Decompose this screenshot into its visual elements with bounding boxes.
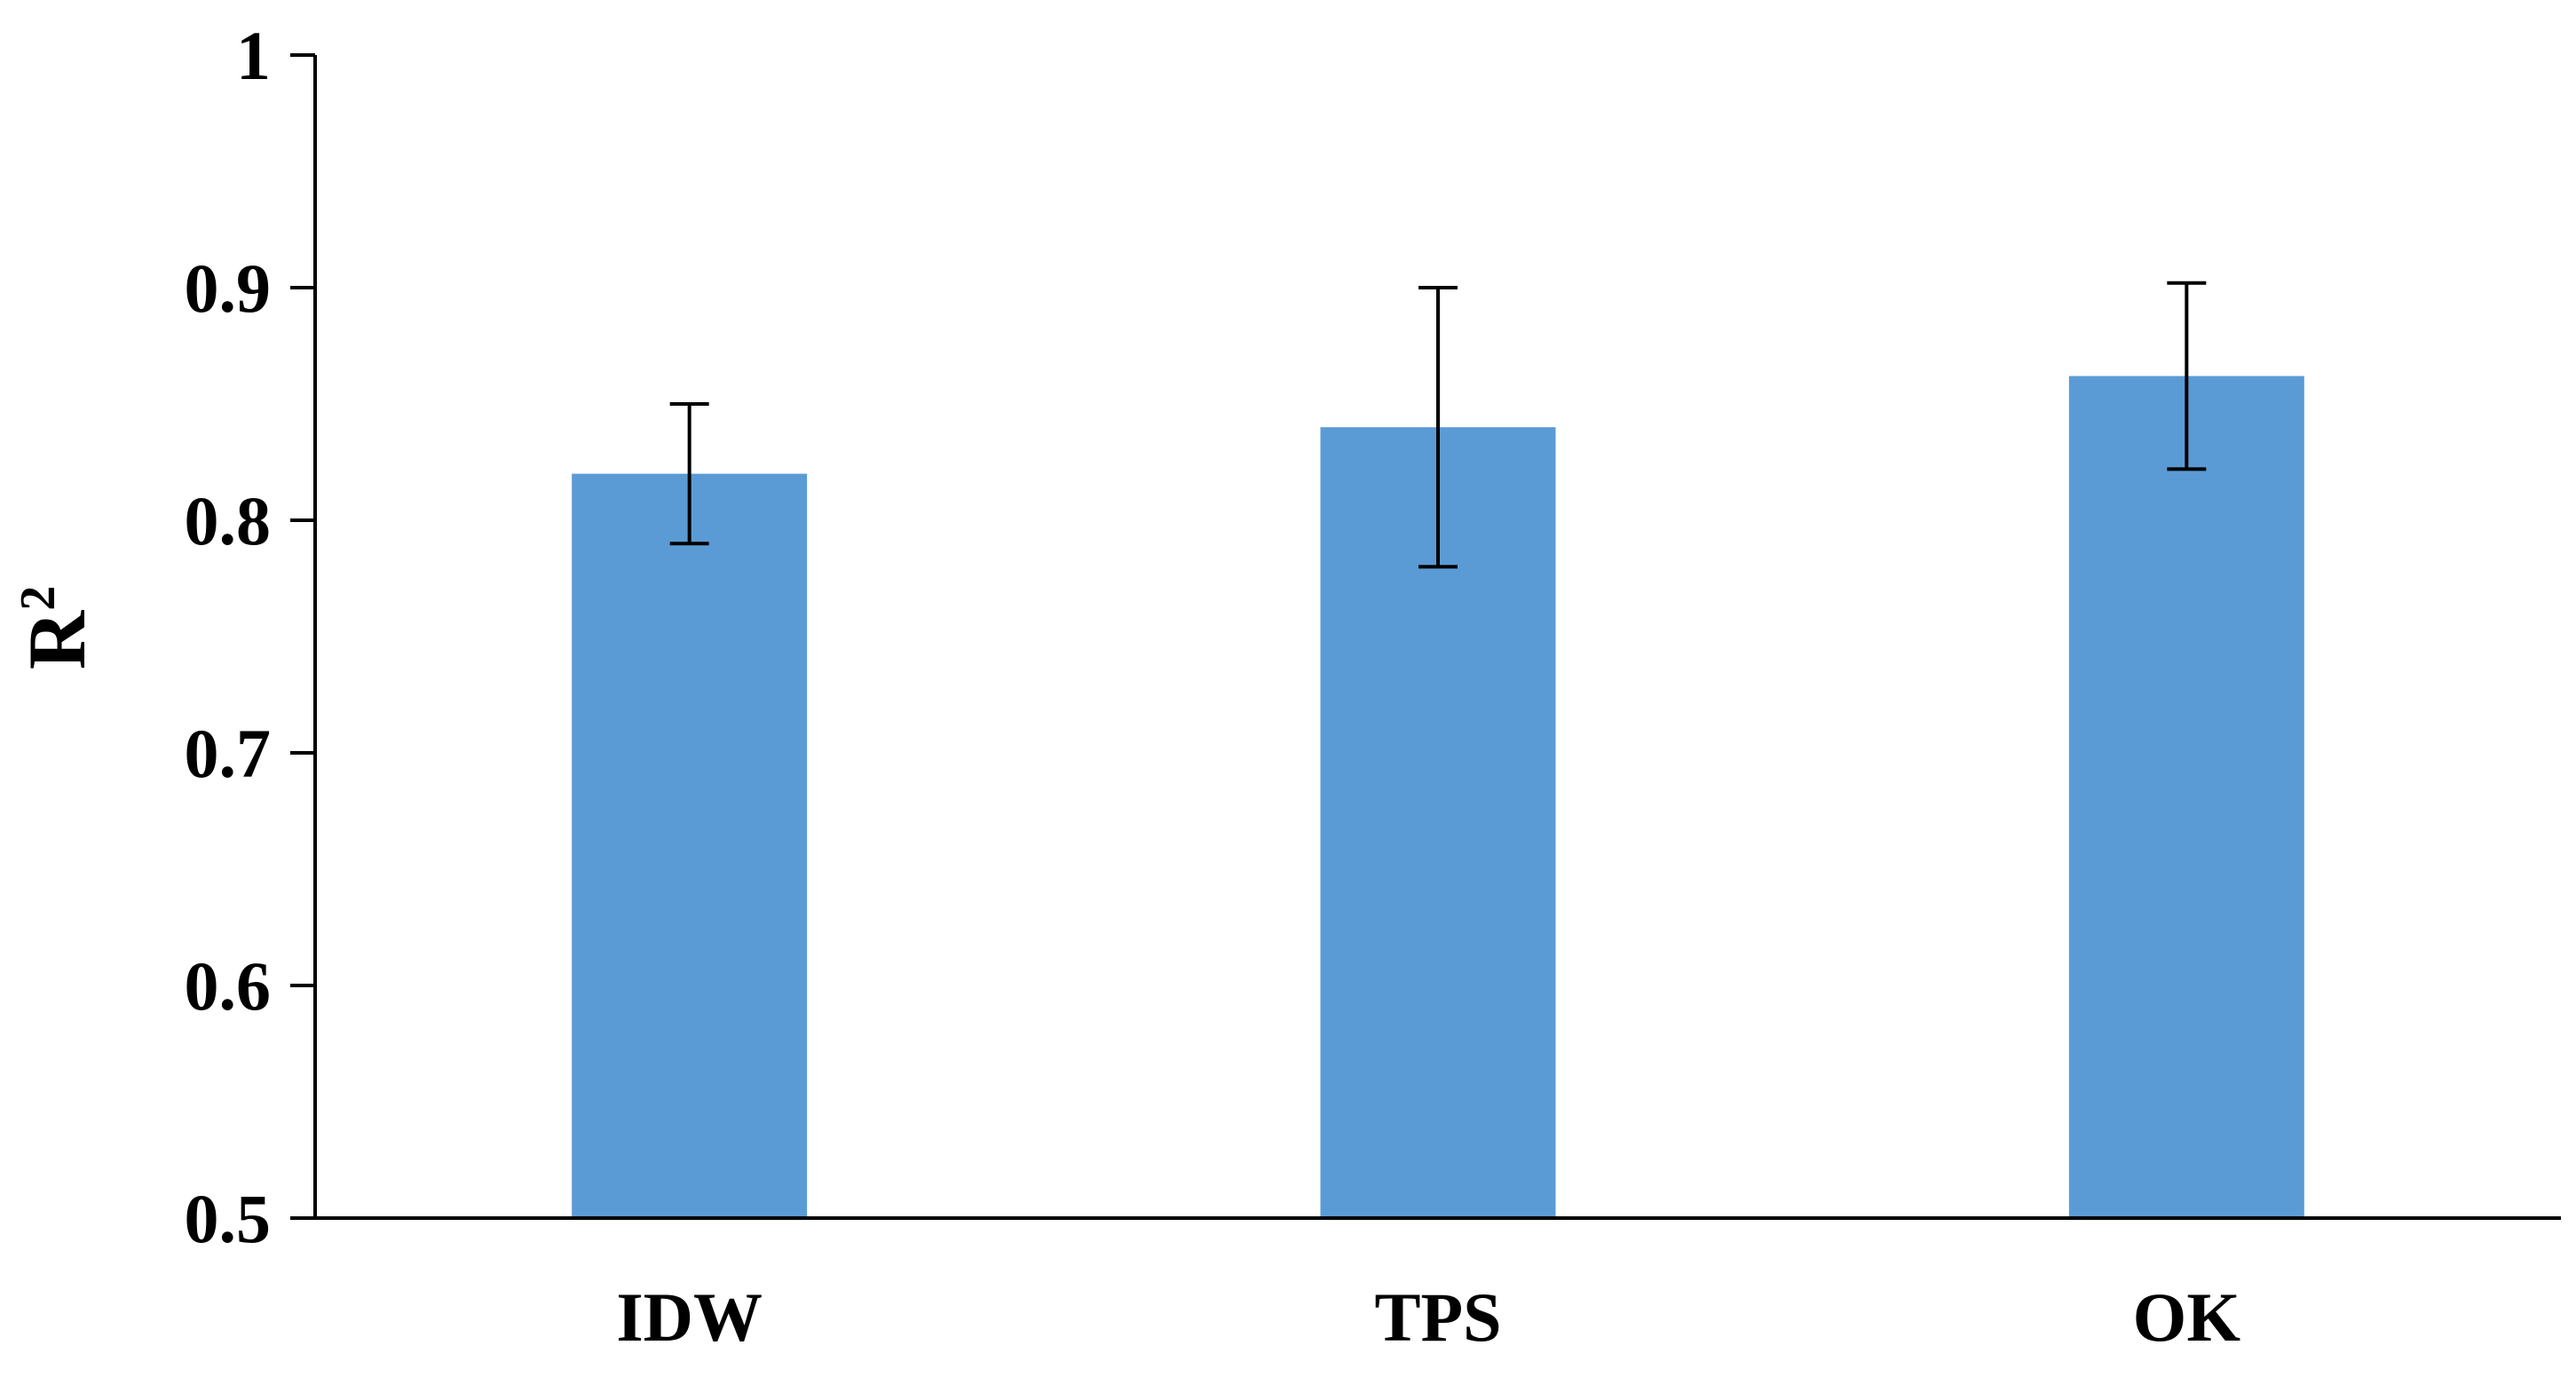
y-tick-label: 0.7 [185, 715, 272, 792]
labels-layer: 0.5 0.6 0.7 0.8 0.9 1 IDW TPS OK [185, 17, 2241, 1356]
error-bar-idw [669, 402, 709, 546]
y-axis-title-base: R [12, 609, 102, 669]
y-tick-label: 0.6 [185, 947, 272, 1025]
axes-layer [290, 53, 2561, 1220]
bar-ok [2068, 376, 2304, 1218]
bars-layer [572, 376, 2304, 1218]
x-tick-label-ok: OK [2133, 1278, 2241, 1356]
error-bar-tps [1418, 286, 1458, 569]
error-bar-ok [2167, 281, 2207, 471]
y-tick-label: 0.5 [185, 1180, 272, 1257]
bar-idw [572, 473, 808, 1218]
x-tick-label-tps: TPS [1374, 1278, 1501, 1356]
y-tick-label: 0.9 [185, 249, 272, 327]
y-axis-title-superscript: 2 [11, 586, 66, 611]
y-axis-title: R2 [11, 586, 102, 669]
x-tick-label-idw: IDW [616, 1278, 763, 1356]
y-tick-label: 1 [236, 17, 271, 94]
y-tick-label: 0.8 [185, 482, 272, 559]
error-bars-layer [669, 281, 2207, 569]
